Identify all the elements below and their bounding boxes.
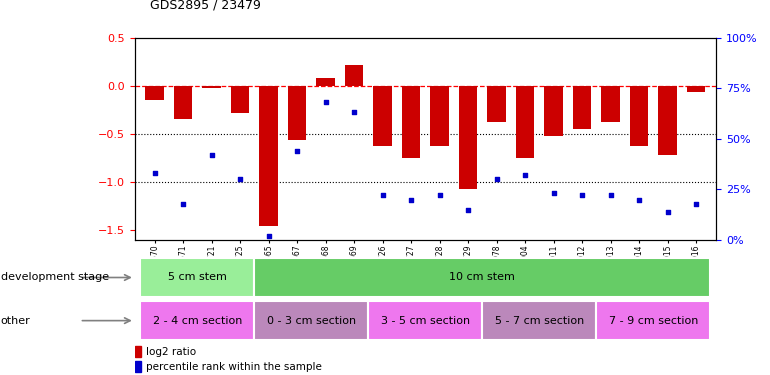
Bar bbox=[135, 361, 141, 372]
Point bbox=[149, 170, 161, 176]
Bar bbox=[254, 301, 368, 340]
Point bbox=[263, 233, 275, 239]
Text: 10 cm stem: 10 cm stem bbox=[450, 273, 515, 282]
Bar bbox=[231, 86, 249, 113]
Bar bbox=[430, 86, 449, 146]
Text: 7 - 9 cm section: 7 - 9 cm section bbox=[609, 316, 698, 326]
Bar bbox=[146, 86, 164, 100]
Bar bbox=[483, 301, 597, 340]
Bar bbox=[658, 86, 677, 155]
Bar bbox=[254, 258, 711, 297]
Point bbox=[377, 192, 389, 198]
Bar bbox=[259, 86, 278, 225]
Point bbox=[462, 207, 474, 213]
Point bbox=[576, 192, 588, 198]
Bar bbox=[345, 64, 363, 86]
Bar bbox=[373, 86, 392, 146]
Point bbox=[490, 176, 503, 182]
Point bbox=[519, 172, 531, 178]
Text: percentile rank within the sample: percentile rank within the sample bbox=[146, 362, 322, 372]
Bar bbox=[601, 86, 620, 122]
Text: log2 ratio: log2 ratio bbox=[146, 347, 196, 357]
Text: other: other bbox=[1, 316, 31, 326]
Bar bbox=[135, 346, 141, 357]
Bar bbox=[597, 301, 711, 340]
Text: 2 - 4 cm section: 2 - 4 cm section bbox=[152, 316, 242, 326]
Point bbox=[291, 148, 303, 154]
Point bbox=[604, 192, 617, 198]
Text: 3 - 5 cm section: 3 - 5 cm section bbox=[381, 316, 470, 326]
Point bbox=[633, 196, 645, 202]
Point bbox=[434, 192, 446, 198]
Bar bbox=[544, 86, 563, 136]
Text: development stage: development stage bbox=[1, 273, 109, 282]
Bar bbox=[573, 86, 591, 129]
Bar bbox=[459, 86, 477, 189]
Bar bbox=[140, 258, 254, 297]
Bar bbox=[316, 78, 335, 86]
Point bbox=[690, 201, 702, 207]
Bar bbox=[402, 86, 420, 158]
Point bbox=[405, 196, 417, 202]
Bar bbox=[368, 301, 483, 340]
Bar bbox=[487, 86, 506, 122]
Bar bbox=[140, 301, 254, 340]
Point bbox=[234, 176, 246, 182]
Text: 5 - 7 cm section: 5 - 7 cm section bbox=[495, 316, 584, 326]
Point bbox=[547, 190, 560, 196]
Point bbox=[206, 152, 218, 158]
Point bbox=[661, 209, 674, 214]
Bar bbox=[630, 86, 648, 146]
Bar bbox=[288, 86, 306, 140]
Point bbox=[348, 110, 360, 116]
Bar bbox=[516, 86, 534, 158]
Point bbox=[320, 99, 332, 105]
Text: GDS2895 / 23479: GDS2895 / 23479 bbox=[150, 0, 261, 11]
Point bbox=[177, 201, 189, 207]
Bar bbox=[174, 86, 192, 120]
Bar bbox=[203, 86, 221, 88]
Text: 0 - 3 cm section: 0 - 3 cm section bbox=[267, 316, 356, 326]
Bar bbox=[687, 86, 705, 93]
Text: 5 cm stem: 5 cm stem bbox=[168, 273, 227, 282]
